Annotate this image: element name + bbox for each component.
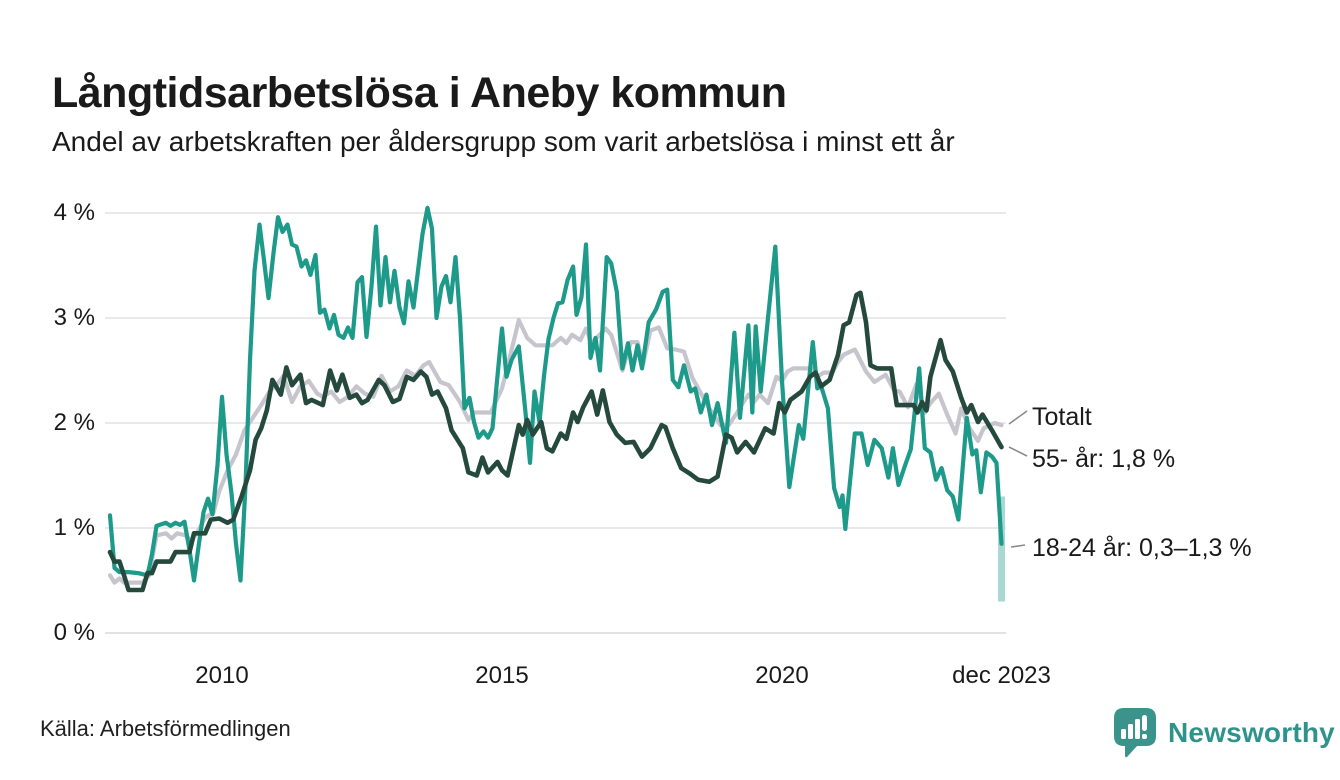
series-line-2 bbox=[107, 290, 1004, 593]
x-tick-2010: 2010 bbox=[195, 662, 249, 689]
leader-line-18-24-ar bbox=[1010, 544, 1026, 548]
x-tick-2020: 2020 bbox=[755, 662, 809, 689]
y-tick-4pct: 4 % bbox=[53, 199, 95, 226]
series-label-totalt: Totalt bbox=[1032, 403, 1092, 431]
y-tick-2pct: 2 % bbox=[53, 409, 95, 436]
y-tick-0pct: 0 % bbox=[53, 619, 95, 646]
leader-line-totalt bbox=[1008, 410, 1028, 425]
speech-bubble-bar-chart-icon bbox=[1114, 708, 1156, 758]
series-label-55-ar: 55- år: 1,8 % bbox=[1032, 445, 1176, 473]
source-text: Källa: Arbetsförmedlingen bbox=[40, 716, 291, 741]
series-line-1 bbox=[107, 205, 1004, 583]
page-title: Långtidsarbetslösa i Aneby kommun bbox=[52, 68, 787, 117]
y-tick-3pct: 3 % bbox=[53, 304, 95, 331]
x-tick-2015: 2015 bbox=[475, 662, 529, 689]
series-label-18-24-ar: 18-24 år: 0,3–1,3 % bbox=[1032, 534, 1252, 562]
newsworthy-brand: Newsworthy bbox=[1112, 706, 1335, 760]
y-tick-1pct: 1 % bbox=[53, 514, 95, 541]
uncertainty-band-18-24 bbox=[998, 496, 1006, 602]
brand-wordmark: Newsworthy bbox=[1168, 717, 1335, 748]
x-tick-dec-2023: dec 2023 bbox=[952, 662, 1051, 689]
leader-line-55-ar bbox=[1008, 446, 1028, 457]
page-subtitle: Andel av arbetskraften per åldersgrupp s… bbox=[52, 126, 955, 157]
series-line-0 bbox=[107, 318, 1004, 585]
